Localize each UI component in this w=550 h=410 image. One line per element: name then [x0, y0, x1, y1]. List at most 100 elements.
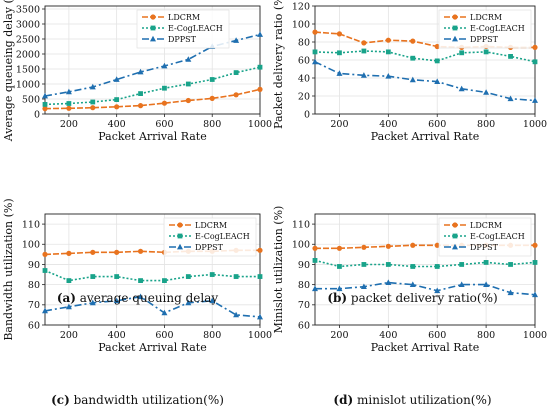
panel-b-series-0-point-0: [312, 29, 318, 35]
panel-c-series-0-point-0: [42, 251, 48, 257]
panel-d-series-2-line: [315, 281, 536, 296]
panel-d-ytick-label-1: 70: [298, 300, 310, 311]
panel-a-series-0-point-3: [114, 104, 120, 110]
panel-d-series-1-point-5: [434, 264, 440, 269]
panel-d-ytick-label-3: 90: [298, 260, 310, 271]
panel-c-series-2-point-3: [113, 297, 120, 304]
panel-c-ytick-label-5: 110: [22, 219, 40, 230]
panel-c-series-0-point-1: [66, 250, 72, 256]
panel-c-legend-label-0: LDCRM: [195, 221, 227, 230]
panel-d-xtick-label-1: 400: [379, 330, 397, 341]
panel-d-series-1-point-0: [312, 258, 318, 263]
panel-a-axes-frame: [44, 5, 261, 115]
panel-c-series-0-point-9: [257, 247, 263, 253]
panel-d-series-1-point-4: [410, 264, 416, 269]
panel-d-axes-frame: [314, 213, 536, 326]
panel-c-ytick-label-4: 100: [22, 240, 40, 251]
panel-a-ytick-label-2: 1000: [16, 79, 40, 90]
panel-d-legend-label-0: LDCRM: [470, 221, 502, 230]
panel-a-legend-marker-0: [150, 14, 156, 20]
panel-c-series-2-point-8: [233, 311, 240, 318]
panel-a-ytick-label-5: 2500: [16, 34, 40, 45]
panel-a-series-0-point-4: [137, 103, 144, 109]
panel-b-series-2-point-2: [360, 72, 367, 78]
panel-b-xtick-label-1: 400: [379, 119, 397, 130]
panel-a-series-1-line: [44, 66, 261, 106]
panel-b-series-2-point-0: [312, 58, 318, 65]
panel-c-ytick-label-1: 70: [28, 300, 40, 311]
panel-d-xtick-label-2: 600: [428, 330, 446, 341]
panel-a-series-2-point-9: [257, 31, 263, 37]
panel-b-legend-label-2: DPPST: [470, 35, 499, 44]
panel-d-series-1-point-3: [385, 262, 391, 267]
panel-c-xtick-label-1: 400: [108, 330, 126, 341]
panel-a-series-0-line: [44, 88, 261, 110]
panel-d-series-1-point-6: [459, 262, 465, 267]
panel-a-series-1-point-7: [209, 77, 215, 82]
panel-b-caption-text: packet delivery ratio(%): [350, 291, 498, 305]
panel-d-series-2-point-2: [360, 283, 367, 290]
panel-b-ytick-label-0: 0: [304, 109, 310, 120]
panel-a-xtick-label-3: 800: [203, 119, 221, 130]
panel-d-caption: (d) minislot utilization(%): [275, 393, 550, 407]
panel-d-series-2-point-3: [385, 279, 392, 286]
panel-a-series-2-point-0: [42, 92, 48, 99]
panel-b-series-2-line: [314, 61, 536, 102]
panel-c-series-1-point-6: [185, 274, 191, 279]
panel-a-series-2-point-1: [65, 88, 72, 95]
panel-b-label: (b): [327, 291, 348, 305]
panel-a-series-0-point-6: [185, 97, 191, 104]
panel-c-xtick-label-0: 200: [60, 330, 78, 341]
panel-a-ytick-label-6: 3000: [16, 19, 40, 30]
panel-b-series-2-point-1: [336, 70, 343, 76]
panel-a-legend-label-0: LDCRM: [168, 13, 200, 22]
panel-a-plot: 0 500 1000 1500 2000 2500 3000 3500 200 400 600 800…: [2, 0, 272, 143]
panel-c-legend-marker-0: [177, 222, 183, 228]
panel-b-series-0-point-3: [385, 37, 391, 43]
panel-c-legend-label-1: E-CogLEACH: [195, 232, 250, 241]
panel-a-xtick-label-2: 600: [155, 119, 173, 130]
panel-a-series-0-point-1: [66, 105, 72, 111]
panel-d-label: (d): [333, 393, 354, 407]
panel-c-xtick-label-3: 800: [203, 330, 221, 341]
panel-c-series-2-point-5: [161, 309, 168, 316]
panel-b-legend-marker-0: [452, 14, 458, 20]
panel-b-legend-label-1: E-CogLEACH: [470, 24, 525, 33]
panel-b-legend-marker-1: [452, 25, 458, 31]
panel-b-series-1-point-3: [385, 49, 391, 55]
panel-d-ytick-label-4: 100: [292, 240, 310, 251]
panel-b-series-1-point-5: [434, 58, 440, 64]
panel-b-xtick-label-2: 600: [428, 119, 446, 130]
panel-d-series-2-point-6: [458, 281, 465, 288]
panel-d-caption-text: minislot utilization(%): [357, 393, 492, 407]
panel-c-ytick-label-2: 80: [28, 280, 40, 291]
panel-a-caption-text: average queuing delay: [79, 291, 219, 305]
panel-c-series-1-point-5: [162, 278, 167, 283]
panel-d-series-2-point-8: [507, 289, 514, 296]
panel-d-xtick-label-4: 1000: [523, 330, 547, 341]
panel-a-legend-marker-2: [150, 35, 156, 42]
panel-d-series-0-point-1: [336, 245, 343, 251]
panel-b-ytick-label-3: 60: [298, 55, 310, 66]
panel-a-series-1-point-2: [90, 99, 96, 105]
panel-b-ytick-label-5: 100: [292, 19, 310, 30]
panel-d-series-1-point-2: [361, 262, 367, 267]
panel-d-xtick-label-3: 800: [477, 330, 495, 341]
panel-b-series-2-point-7: [483, 89, 490, 95]
panel-a-series-0-point-7: [209, 95, 215, 101]
panel-b-series-2-point-9: [532, 97, 538, 103]
panel-b-series-0-point-1: [336, 31, 343, 37]
panel-a-series-1-point-3: [114, 97, 120, 102]
panel-d-series-2-point-0: [312, 285, 318, 292]
panel-a-series-2-point-2: [89, 83, 96, 90]
panel-b-series-0-point-4: [410, 38, 416, 44]
panel-d-legend: LDCRM E-CogLEACH DPPST: [438, 217, 532, 257]
panel-c-legend-marker-2: [177, 243, 183, 250]
panel-b-ytick-label-2: 40: [298, 73, 310, 84]
panel-d-xlabel: Packet Arrival Rate: [371, 341, 480, 354]
panel-a-series-2-point-3: [113, 76, 120, 82]
panel-b-series-2-point-3: [385, 73, 392, 79]
panel-d-series-0-point-5: [434, 242, 440, 248]
panel-d-plot: 60 70 80 90 100 110 200 400 600 800 1000 Packet Arr…: [272, 206, 547, 354]
panel-a-series-1-point-1: [66, 101, 72, 106]
